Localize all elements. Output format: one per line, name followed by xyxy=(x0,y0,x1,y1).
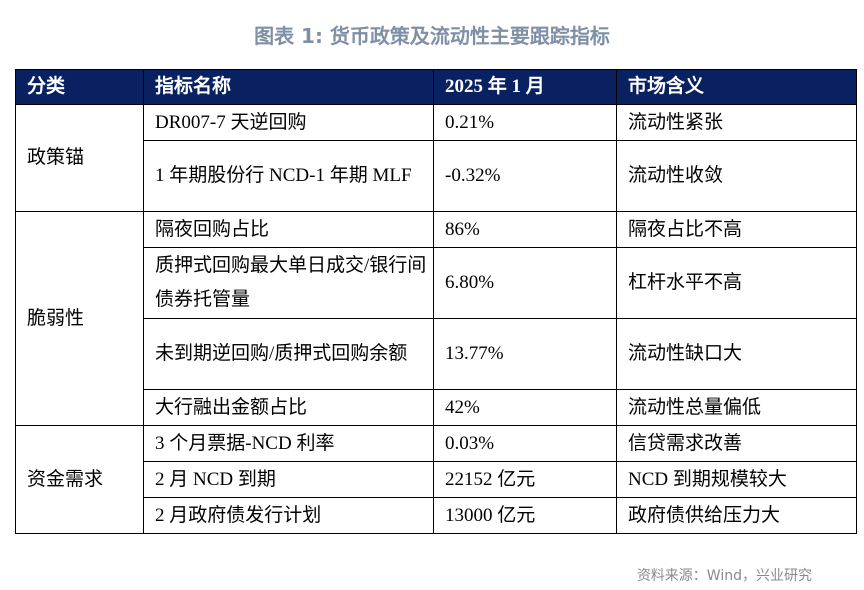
meaning-cell: 隔夜占比不高 xyxy=(616,211,857,248)
category-cell: 政策锚 xyxy=(15,104,144,212)
value-cell: 13.77% xyxy=(433,318,617,390)
header-indicator: 指标名称 xyxy=(143,69,434,105)
value-cell: 0.21% xyxy=(433,104,617,141)
value-cell: -0.32% xyxy=(433,140,617,212)
value-cell: 6.80% xyxy=(433,247,617,319)
table-row: 大行融出金额占比 42% 流动性总量偏低 xyxy=(16,389,857,426)
indicator-cell: 3 个月票据-NCD 利率 xyxy=(143,425,434,462)
value-cell: 0.03% xyxy=(433,425,617,462)
meaning-cell: 政府债供给压力大 xyxy=(616,497,857,534)
indicator-cell: 未到期逆回购/质押式回购余额 xyxy=(143,318,434,390)
value-cell: 86% xyxy=(433,211,617,248)
source-note: 资料来源：Wind，兴业研究 xyxy=(636,568,812,584)
meaning-cell: 流动性紧张 xyxy=(616,104,857,141)
indicator-cell: 质押式回购最大单日成交/银行间债券托管量 xyxy=(143,247,434,319)
value-cell: 42% xyxy=(433,389,617,426)
indicator-cell: 1 年期股份行 NCD-1 年期 MLF xyxy=(143,140,434,212)
indicator-table: 分类 指标名称 2025 年 1 月 市场含义 政策锚 DR007-7 天逆回购… xyxy=(15,69,857,534)
header-category: 分类 xyxy=(15,69,144,105)
meaning-cell: 信贷需求改善 xyxy=(616,425,857,462)
table-header-row: 分类 指标名称 2025 年 1 月 市场含义 xyxy=(15,69,857,105)
table-row: 2 月政府债发行计划 13000 亿元 政府债供给压力大 xyxy=(16,497,857,534)
table-row: 脆弱性 隔夜回购占比 86% 隔夜占比不高 xyxy=(15,211,857,426)
meaning-cell: NCD 到期规模较大 xyxy=(616,461,857,498)
header-meaning: 市场含义 xyxy=(616,69,857,105)
figure-title: 图表 1: 货币政策及流动性主要跟踪指标 xyxy=(254,24,610,48)
table-row: 政策锚 DR007-7 天逆回购 0.21% 流动性紧张 xyxy=(15,104,857,212)
category-cell: 脆弱性 xyxy=(15,211,144,426)
indicator-cell: 2 月政府债发行计划 xyxy=(143,497,434,534)
table-row: 质押式回购最大单日成交/银行间债券托管量 6.80% 杠杆水平不高 xyxy=(16,247,857,319)
indicator-cell: 隔夜回购占比 xyxy=(143,211,434,248)
table-row: 资金需求 3 个月票据-NCD 利率 0.03% 信贷需求改善 xyxy=(15,425,857,534)
value-cell: 22152 亿元 xyxy=(433,461,617,498)
header-value: 2025 年 1 月 xyxy=(433,69,617,105)
meaning-cell: 流动性缺口大 xyxy=(616,318,857,390)
indicator-cell: 大行融出金额占比 xyxy=(143,389,434,426)
indicator-cell: DR007-7 天逆回购 xyxy=(143,104,434,141)
meaning-cell: 流动性总量偏低 xyxy=(616,389,857,426)
indicator-cell: 2 月 NCD 到期 xyxy=(143,461,434,498)
value-cell: 13000 亿元 xyxy=(433,497,617,534)
meaning-cell: 杠杆水平不高 xyxy=(616,247,857,319)
meaning-cell: 流动性收敛 xyxy=(616,140,857,212)
table-row: 1 年期股份行 NCD-1 年期 MLF -0.32% 流动性收敛 xyxy=(16,140,857,212)
category-cell: 资金需求 xyxy=(15,425,144,534)
